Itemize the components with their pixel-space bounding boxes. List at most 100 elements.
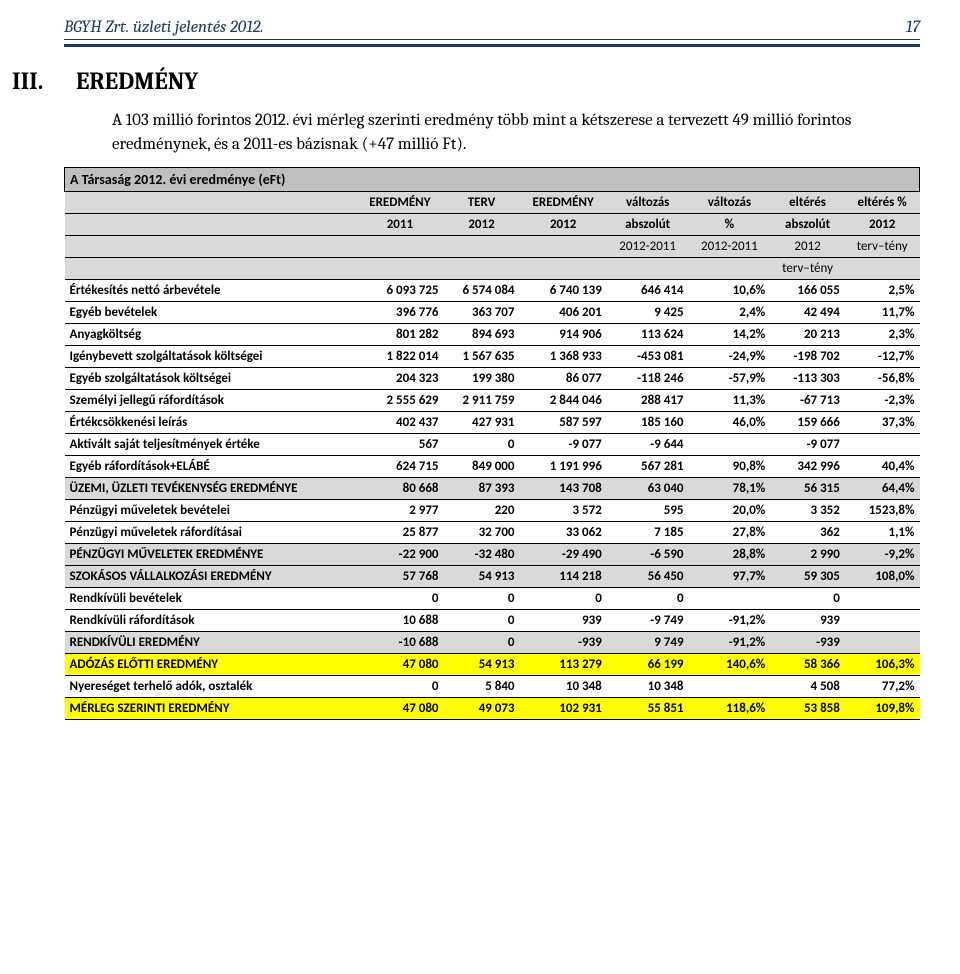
cell-value: -22 900 xyxy=(356,543,443,565)
table-header-row2c: terv–tény xyxy=(65,257,920,279)
table-row: Rendkívüli bevételek00000 xyxy=(65,587,920,609)
cell-value: 427 931 xyxy=(444,411,520,433)
cell-value: 5 840 xyxy=(444,675,520,697)
table-row: Anyagköltség801 282894 693914 906113 624… xyxy=(65,323,920,345)
cell-value: 63 040 xyxy=(607,477,689,499)
header-left: BGYH Zrt. üzleti jelentés 2012. xyxy=(64,18,264,37)
col-header: terv–tény xyxy=(770,257,845,279)
cell-value: 47 080 xyxy=(356,653,443,675)
cell-value: -198 702 xyxy=(770,345,845,367)
cell-value: 106,3% xyxy=(845,653,920,675)
table-row: ADÓZÁS ELŐTTI EREDMÉNY47 08054 913113 27… xyxy=(65,653,920,675)
cell-value: 102 931 xyxy=(520,697,607,719)
cell-value: 7 185 xyxy=(607,521,689,543)
section-title: EREDMÉNY xyxy=(76,67,198,95)
page-number: 17 xyxy=(906,18,920,37)
table-row: Nyereséget terhelő adók, osztalék05 8401… xyxy=(65,675,920,697)
col-header xyxy=(520,235,607,257)
table-row: ÜZEMI, ÜZLETI TEVÉKENYSÉG EREDMÉNYE80 66… xyxy=(65,477,920,499)
cell-value: 567 281 xyxy=(607,455,689,477)
cell-value: -6 590 xyxy=(607,543,689,565)
cell-value: 2 911 759 xyxy=(444,389,520,411)
cell-value: -67 713 xyxy=(770,389,845,411)
cell-value: -939 xyxy=(770,631,845,653)
row-label: Anyagköltség xyxy=(65,323,357,345)
cell-value: -57,9% xyxy=(689,367,771,389)
cell-value: 2 990 xyxy=(770,543,845,565)
cell-value: -32 480 xyxy=(444,543,520,565)
cell-value: 109,8% xyxy=(845,697,920,719)
cell-value: 113 624 xyxy=(607,323,689,345)
col-header xyxy=(356,235,443,257)
row-label: Nyereséget terhelő adók, osztalék xyxy=(65,675,357,697)
cell-value: -9 644 xyxy=(607,433,689,455)
cell-value: 114 218 xyxy=(520,565,607,587)
cell-value: -453 081 xyxy=(607,345,689,367)
cell-value: 108,0% xyxy=(845,565,920,587)
cell-value: 166 055 xyxy=(770,279,845,301)
cell-value: 53 858 xyxy=(770,697,845,719)
table-row: Aktivált saját teljesítmények értéke5670… xyxy=(65,433,920,455)
col-header: abszolút xyxy=(770,213,845,235)
cell-value: 28,8% xyxy=(689,543,771,565)
cell-value: 40,4% xyxy=(845,455,920,477)
row-label: ADÓZÁS ELŐTTI EREDMÉNY xyxy=(65,653,357,675)
cell-value: 6 093 725 xyxy=(356,279,443,301)
cell-value: 204 323 xyxy=(356,367,443,389)
cell-value: -2,3% xyxy=(845,389,920,411)
cell-value: 363 707 xyxy=(444,301,520,323)
cell-value: 0 xyxy=(444,631,520,653)
row-label: ÜZEMI, ÜZLETI TEVÉKENYSÉG EREDMÉNYE xyxy=(65,477,357,499)
cell-value: -29 490 xyxy=(520,543,607,565)
row-label: Pénzügyi műveletek bevételei xyxy=(65,499,357,521)
cell-value: 58 366 xyxy=(770,653,845,675)
cell-value: -9,2% xyxy=(845,543,920,565)
cell-value: 1 191 996 xyxy=(520,455,607,477)
cell-value: 9 749 xyxy=(607,631,689,653)
cell-value: 406 201 xyxy=(520,301,607,323)
cell-value: 402 437 xyxy=(356,411,443,433)
cell-value: 0 xyxy=(356,587,443,609)
cell-value: 49 073 xyxy=(444,697,520,719)
table-row: Értékcsökkenési leírás402 437427 931587 … xyxy=(65,411,920,433)
col-header: terv–tény xyxy=(845,235,920,257)
cell-value: -12,7% xyxy=(845,345,920,367)
cell-value: 159 666 xyxy=(770,411,845,433)
cell-value: 0 xyxy=(520,587,607,609)
table-row: Rendkívüli ráfordítások10 6880939-9 749-… xyxy=(65,609,920,631)
cell-value: 33 062 xyxy=(520,521,607,543)
intro-paragraph: A 103 millió forintos 2012. évi mérleg s… xyxy=(112,109,920,157)
cell-value: 199 380 xyxy=(444,367,520,389)
cell-value: 54 913 xyxy=(444,653,520,675)
cell-value: 3 352 xyxy=(770,499,845,521)
cell-value xyxy=(845,587,920,609)
col-header xyxy=(607,257,689,279)
cell-value xyxy=(845,609,920,631)
cell-value: 4 508 xyxy=(770,675,845,697)
col-header: eltérés xyxy=(770,191,845,213)
cell-value: 894 693 xyxy=(444,323,520,345)
col-header: változás xyxy=(689,191,771,213)
cell-value: -9 749 xyxy=(607,609,689,631)
cell-value: 1 567 635 xyxy=(444,345,520,367)
table-header-row1: EREDMÉNYTERVEREDMÉNYváltozásváltozáselté… xyxy=(65,191,920,213)
col-header: 2012 xyxy=(444,213,520,235)
row-label: Értékesítés nettó árbevétele xyxy=(65,279,357,301)
row-label: Aktivált saját teljesítmények értéke xyxy=(65,433,357,455)
table-row: RENDKÍVÜLI EREDMÉNY-10 6880-9399 749-91,… xyxy=(65,631,920,653)
cell-value: 2 844 046 xyxy=(520,389,607,411)
cell-value: 1 368 933 xyxy=(520,345,607,367)
cell-value: 80 668 xyxy=(356,477,443,499)
cell-value: 20,0% xyxy=(689,499,771,521)
cell-value xyxy=(845,433,920,455)
cell-value: 2 977 xyxy=(356,499,443,521)
cell-value: 0 xyxy=(770,587,845,609)
col-header xyxy=(356,257,443,279)
table-row: MÉRLEG SZERINTI EREDMÉNY47 08049 073102 … xyxy=(65,697,920,719)
col-header xyxy=(65,213,357,235)
cell-value: 1523,8% xyxy=(845,499,920,521)
col-header xyxy=(444,235,520,257)
cell-value: 11,7% xyxy=(845,301,920,323)
cell-value: 2,3% xyxy=(845,323,920,345)
cell-value: 362 xyxy=(770,521,845,543)
